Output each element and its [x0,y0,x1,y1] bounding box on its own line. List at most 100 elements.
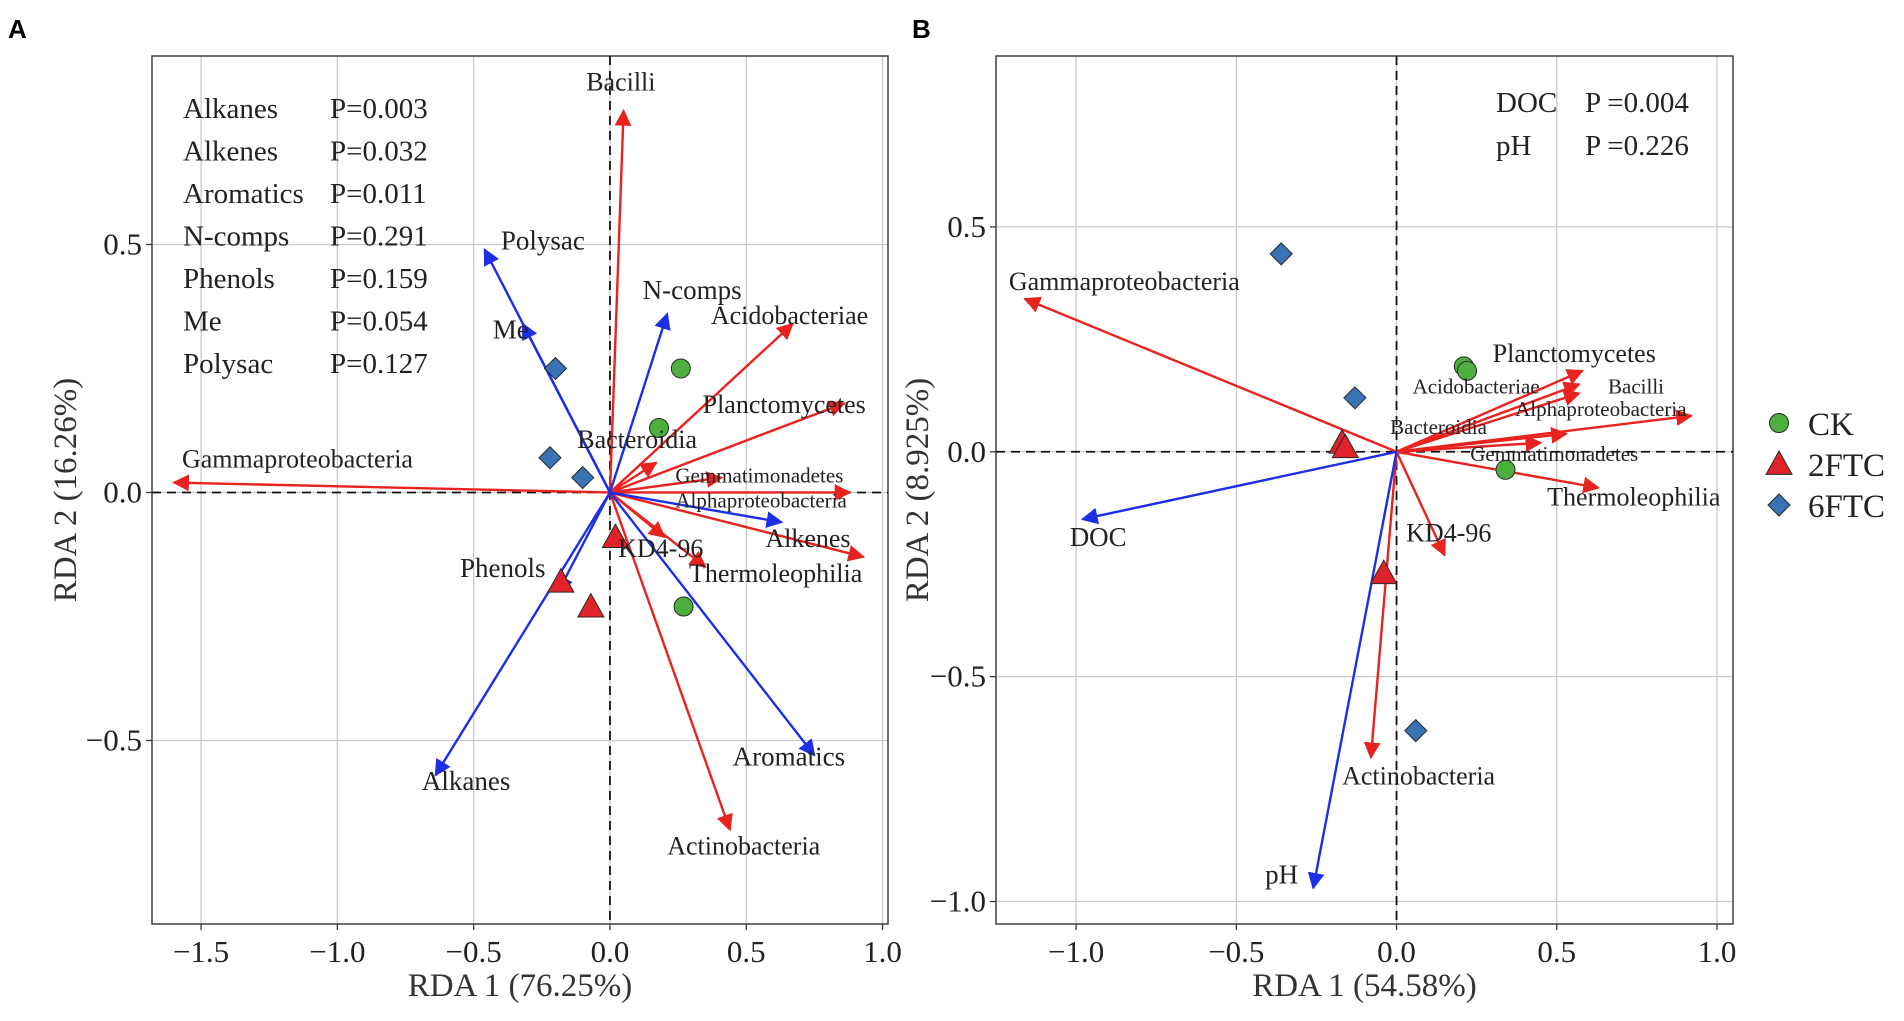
x-tick-label: 0.0 [591,934,630,969]
panel-a-letter: A [8,14,27,44]
env-vector-alkenes [609,491,784,528]
x-tick-label: −1.0 [309,934,365,969]
species-vector-bacilli [608,108,632,493]
species-label-gemmatimonadetes: Gemmatimonadetes [675,464,843,488]
sample-point-ck [670,358,691,379]
species-vector-kd4-96 [1395,451,1446,557]
y-tick-label: −1.0 [930,884,986,919]
env-label-doc: DOC [1070,522,1127,552]
legend-marker-ck [1769,413,1789,433]
species-label-alphaproteobacteria: Alphaproteobacteria [1515,397,1687,421]
env-label-phenols: Phenols [460,553,546,583]
env-label-aromatics: Aromatics [733,741,845,771]
x-tick-label: 1.0 [1698,934,1737,969]
env-vector-me [521,322,612,494]
plot-frame [151,55,889,925]
env-vector-alkanes [434,491,611,777]
sample-point-6ftc [1269,242,1293,266]
species-label-acidobacteriae: Acidobacteriae [1413,374,1540,398]
sample-point-2ftc [1369,559,1398,585]
stat-name-alkenes: Alkenes [183,136,278,168]
species-vector-planctomycetes [1396,369,1584,453]
env-vector-ph [1307,451,1398,890]
species-vector-bacilli [1396,389,1581,453]
sample-point-6ftc [538,446,562,470]
sample-point-2ftc [601,523,630,549]
y-tick-label: −0.5 [86,722,142,757]
x-axis-label: RDA 1 (54.58%) [1252,968,1477,1004]
species-label-kd4-96: KD4-96 [1406,519,1491,548]
y-tick-label: 0.5 [103,226,142,261]
stat-p-alkenes: P=0.032 [330,136,428,168]
env-label-ph: pH [1265,860,1298,890]
legend-marker-2ftc [1765,449,1793,475]
env-vector-n-comps [608,312,671,493]
x-tick-label: −0.5 [1208,934,1264,969]
stat-p-alkanes: P=0.003 [330,93,428,125]
stat-name-polysac: Polysac [183,348,273,380]
env-label-me: Me [493,315,529,345]
legend-label-ck: CK [1808,407,1854,443]
plot-frame [995,55,1734,925]
sample-point-6ftc [1404,718,1428,743]
species-label-gammaproteobacteria: Gammaproteobacteria [182,445,413,474]
stat-name-n-comps: N-comps [183,221,289,253]
species-label-planctomycetes: Planctomycetes [703,390,866,419]
x-tick-label: 0.0 [1377,934,1416,969]
species-label-actinobacteria: Actinobacteria [1342,762,1495,791]
sample-point-ck [649,418,670,438]
species-label-bacteroidia: Bacteroidia [1390,415,1487,439]
panel-b-rda-plot: −1.0 −0.5 0.0 0.5 1.0 −1.0 −0.5 0.0 0.5 RDA 1 (54… [900,55,1737,1004]
legend-label-6ftc: 6FTC [1808,489,1885,525]
y-tick-label: −0.5 [930,659,986,694]
legend-label-2ftc: 2FTC [1808,448,1885,484]
stat-name-phenols: Phenols [183,263,275,295]
species-label-planctomycetes: Planctomycetes [1493,339,1656,368]
species-vector-gemmatimonadetes [609,471,724,494]
species-label-acidobacteriae: Acidobacteriae [711,301,868,330]
sample-point-6ftc [543,356,568,381]
species-label-kd4-96: KD4-96 [618,534,703,563]
sample-point-2ftc [1331,433,1360,459]
species-label-gammaproteobacteria: Gammaproteobacteria [1009,267,1240,296]
sample-point-ck [1457,360,1478,381]
x-tick-label: 1.0 [863,934,902,969]
env-label-n-comps: N-comps [643,275,742,305]
species-label-bacteroidia: Bacteroidia [577,425,697,454]
sample-point-6ftc [570,465,595,490]
sample-point-2ftc [577,592,605,618]
species-vector-gammaproteobacteria [1023,296,1397,453]
panel-b-letter: B [912,14,931,44]
env-vector-doc [1080,450,1397,525]
sample-point-ck [1495,459,1516,480]
y-tick-label: 0.0 [103,474,142,509]
stat-p-phenols: P=0.159 [330,263,428,295]
x-tick-label: −1.5 [173,934,229,969]
legend-marker-6ftc [1767,493,1791,517]
stat-name-ph: pH [1496,130,1532,162]
species-label-thermoleophilia: Thermoleophilia [1547,483,1721,512]
env-label-polysac: Polysac [501,225,585,255]
stat-name-alkanes: Alkanes [183,93,278,125]
env-label-alkanes: Alkanes [422,766,510,796]
species-vector-gemmatimonadetes [1396,427,1569,453]
stat-name-doc: DOC [1496,87,1557,119]
stat-p-ph: P =0.226 [1585,130,1689,162]
species-label-gemmatimonadetes: Gemmatimonadetes [1470,442,1638,466]
species-vector-thermoleophilia [609,491,707,568]
y-tick-label: 0.5 [947,209,986,244]
x-tick-label: −0.5 [446,934,502,969]
y-tick-label: 0.0 [947,434,986,469]
stat-p-n-comps: P=0.291 [330,221,428,253]
x-axis-label: RDA 1 (76.25%) [408,968,633,1004]
species-vector-actinobacteria [1363,451,1398,760]
y-axis-label: RDA 2 (8.925%) [900,378,936,603]
stat-p-me: P=0.054 [330,306,428,338]
sample-point-6ftc [1343,386,1367,410]
x-tick-label: 0.5 [1537,934,1576,969]
stat-p-aromatics: P=0.011 [330,178,427,210]
species-vector-bacteroidia [609,461,658,494]
sample-point-2ftc [547,567,575,593]
species-vector-gammaproteobacteria [172,474,610,494]
